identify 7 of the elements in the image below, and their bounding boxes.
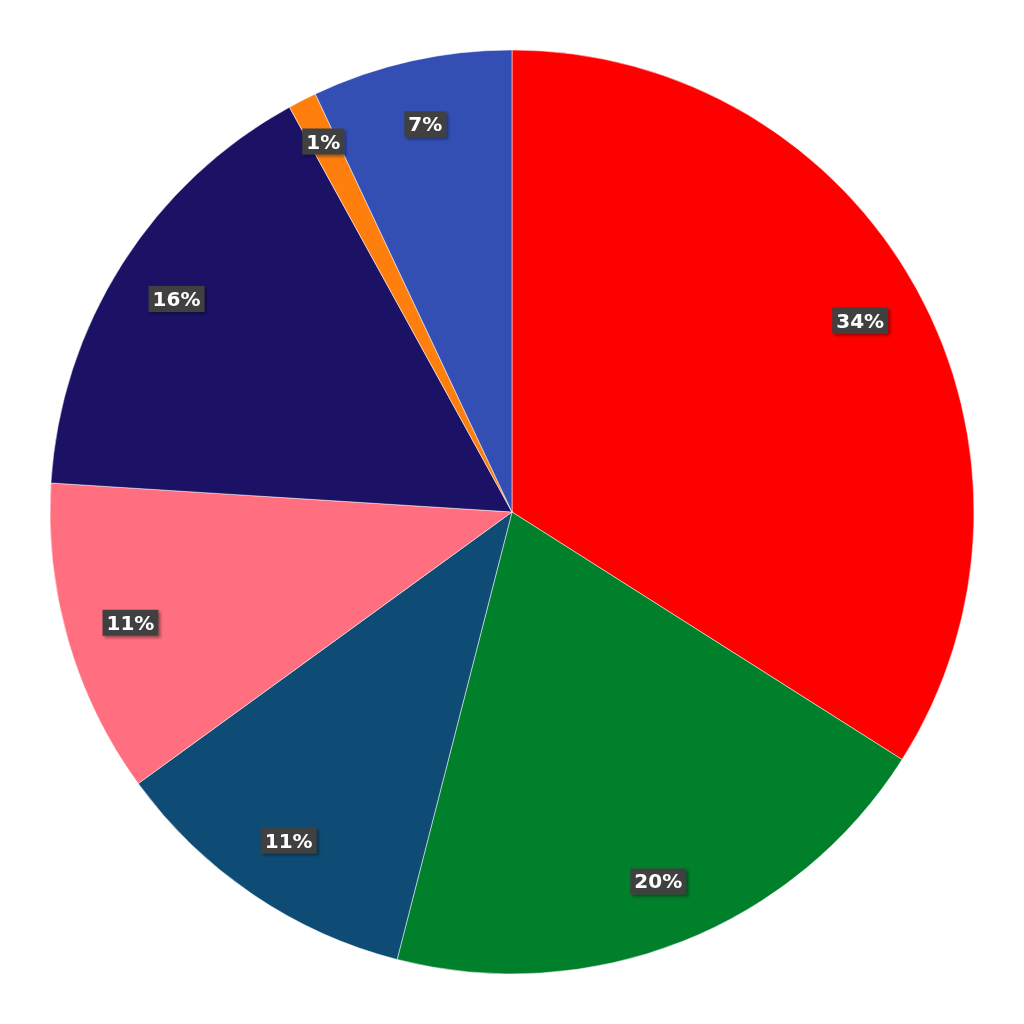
- data-label: 20%: [634, 869, 683, 894]
- data-label: 11%: [264, 828, 313, 853]
- data-label: 11%: [106, 610, 155, 635]
- data-label: 1%: [306, 129, 341, 154]
- data-label: 34%: [836, 308, 885, 333]
- data-label: 16%: [152, 287, 201, 312]
- data-label: 7%: [408, 112, 443, 137]
